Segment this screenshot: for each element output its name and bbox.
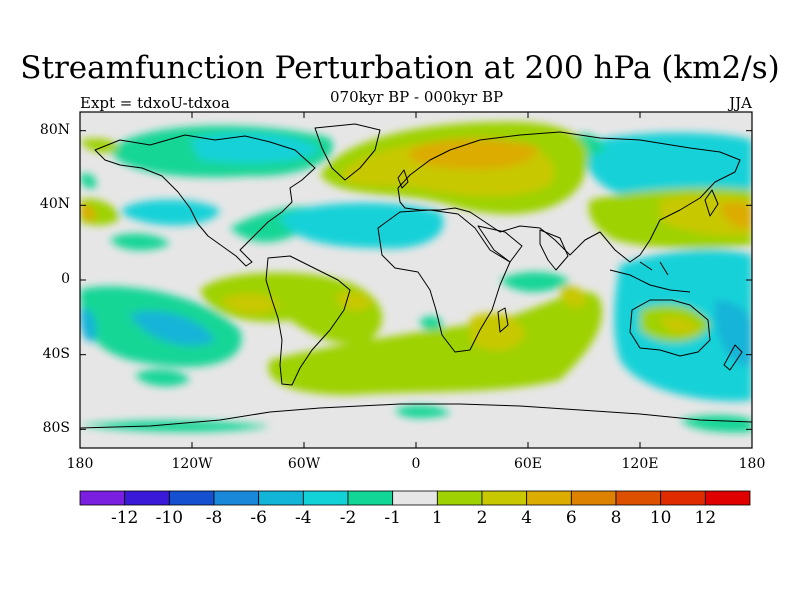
colorbar-label: -4 — [295, 508, 312, 528]
coastline-indonesia — [609, 261, 691, 293]
lon-tick-label: 60W — [287, 456, 321, 472]
colorbar-label: 10 — [649, 508, 672, 528]
lat-tick-label: 80S — [42, 420, 70, 437]
colorbar-swatch — [347, 490, 394, 506]
colorbar-label: -10 — [155, 508, 184, 528]
colorbar-label: -2 — [339, 508, 357, 528]
coastline-new-zealand — [723, 344, 743, 371]
lon-tick-label: 120W — [171, 456, 213, 472]
lat-tick-label: 0 — [61, 271, 70, 287]
season-label: JJA — [729, 94, 752, 112]
coastline-arabia — [477, 225, 523, 263]
lat-tick-label: 40S — [42, 345, 70, 362]
anomaly-region — [268, 291, 602, 395]
colorbar-swatch — [392, 490, 438, 506]
coastline-australia — [629, 299, 711, 357]
coastline-india — [539, 229, 569, 271]
anomaly-region — [80, 420, 270, 432]
colorbar-label: -8 — [205, 508, 223, 528]
anomaly-region — [110, 233, 170, 251]
coastline-antarctica — [80, 403, 752, 429]
anomaly-region — [714, 300, 752, 366]
colorbar-swatch — [213, 490, 260, 506]
colorbar-swatch — [168, 490, 215, 506]
anomaly-region — [395, 405, 450, 419]
lat-tick-label: 40N — [39, 196, 70, 213]
anomaly-region — [335, 291, 372, 311]
colorbar-swatch — [704, 490, 751, 506]
coastline-japan — [704, 189, 719, 217]
coastlines — [80, 123, 752, 429]
anomaly-region — [190, 133, 320, 163]
coastline-north-america — [94, 134, 316, 267]
anomaly-region — [80, 138, 119, 153]
coastline-eurasia — [397, 131, 741, 263]
anomaly-region — [135, 369, 190, 387]
experiment-label: Expt = tdxoU-tdxoa — [80, 94, 230, 112]
anomaly-region — [500, 271, 570, 292]
lon-tick-label: 180 — [66, 456, 94, 472]
colorbar-swatch — [615, 490, 662, 506]
lon-tick-label: 60E — [513, 456, 543, 472]
lat-tick-label: 80N — [39, 121, 70, 138]
anomaly-region — [409, 138, 540, 170]
colorbar-swatch — [481, 490, 528, 506]
colorbar-label: 1 — [431, 508, 443, 528]
anomaly-region — [470, 312, 525, 351]
colorbar-label: 4 — [521, 508, 533, 528]
colorbar-swatch — [526, 490, 572, 506]
colorbar-swatch — [258, 490, 304, 506]
coastline-uk — [397, 169, 409, 189]
coastline-africa — [377, 209, 511, 353]
colorbar-swatch — [436, 490, 483, 506]
colorbar-label: 12 — [694, 508, 717, 528]
anomaly-region — [720, 202, 752, 229]
anomaly-region — [200, 272, 383, 344]
anomaly-region — [220, 293, 280, 315]
coastline-greenland — [314, 123, 381, 181]
anomaly-region — [280, 202, 444, 249]
colorbar-label: 6 — [565, 508, 577, 528]
lon-tick-label: 0 — [411, 456, 421, 472]
colorbar-swatch — [124, 490, 170, 506]
colorbar-swatch — [79, 490, 126, 506]
chart-title: Streamfunction Perturbation at 200 hPa (… — [20, 50, 780, 86]
coastline-south-america — [265, 255, 351, 386]
anomaly-region — [420, 316, 443, 330]
lon-tick-label: 120E — [621, 456, 659, 472]
anomaly-region — [80, 309, 97, 342]
contour-fields — [80, 121, 752, 433]
anomaly-region — [660, 316, 698, 335]
period-subtitle: 070kyr BP - 000kyr BP — [330, 88, 504, 106]
colorbar-label: 2 — [476, 508, 488, 528]
colorbar-swatch — [302, 490, 349, 506]
anomaly-region — [130, 311, 215, 346]
colorbar-label: -6 — [250, 508, 267, 528]
colorbar-swatch — [570, 490, 617, 506]
lon-tick-label: 180 — [738, 456, 766, 472]
anomaly-region — [560, 285, 586, 308]
axis-ticks — [79, 112, 753, 448]
anomaly-region — [80, 173, 97, 189]
colorbar-label: -12 — [110, 508, 139, 528]
colorbar-label: 8 — [610, 508, 622, 528]
anomaly-region — [80, 204, 96, 221]
coastline-madagascar — [497, 307, 509, 333]
colorbar-swatch — [660, 490, 706, 506]
colorbar-label: -1 — [384, 508, 401, 528]
